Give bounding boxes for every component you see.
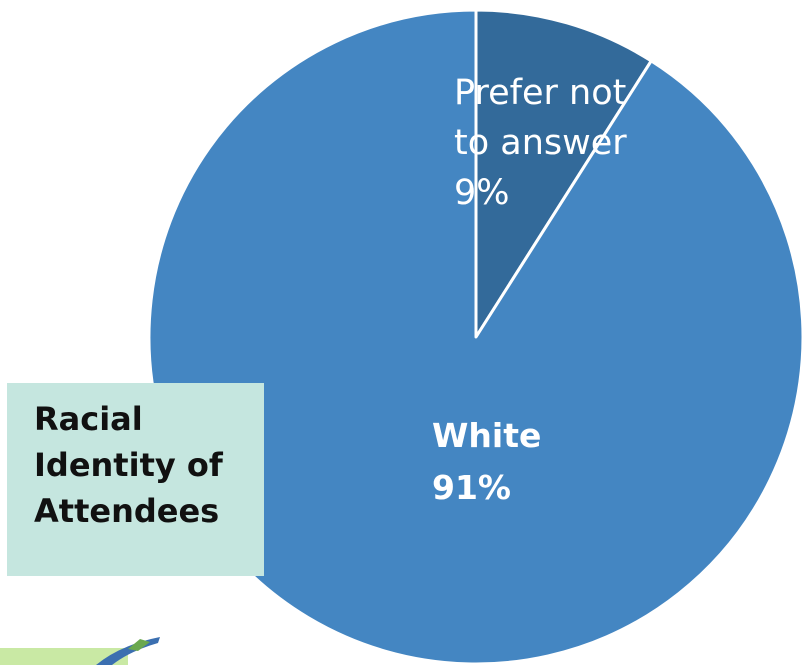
logo-swoosh-icon: [0, 637, 160, 665]
pie-slice-white: [147, 8, 802, 665]
pie-slice-prefer-not-to-answer: [474, 8, 653, 339]
chart-title-box: Racial Identity of Attendees: [7, 383, 264, 576]
chart-title-line1: Racial: [34, 400, 143, 438]
logo-green-band: [0, 648, 128, 665]
chart-title-line2: Identity of: [34, 446, 223, 484]
logo-green-leaf: [128, 639, 150, 651]
chart-title-line3: Attendees: [34, 492, 220, 530]
